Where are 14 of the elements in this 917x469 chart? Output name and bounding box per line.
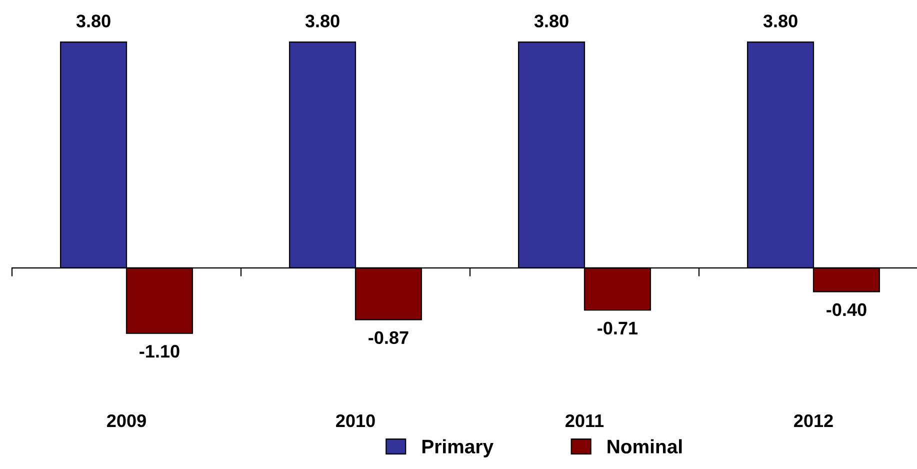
x-tick-label: 2009 xyxy=(107,414,146,428)
data-label: 3.80 xyxy=(763,14,798,28)
data-label: -0.87 xyxy=(368,331,408,344)
data-label: -1.10 xyxy=(140,344,180,358)
x-tick-label: 2011 xyxy=(566,414,604,428)
data-label: -0.40 xyxy=(826,303,866,316)
x-tick-label: 2012 xyxy=(794,414,833,428)
data-label: -0.71 xyxy=(598,322,638,335)
data-label: 3.80 xyxy=(76,14,110,28)
data-label: 3.80 xyxy=(534,14,568,28)
legend-label: Nominal xyxy=(608,439,682,454)
x-tick-label: 2010 xyxy=(336,414,375,428)
legend-label: Primary xyxy=(422,439,494,458)
data-label: 3.80 xyxy=(305,14,340,28)
